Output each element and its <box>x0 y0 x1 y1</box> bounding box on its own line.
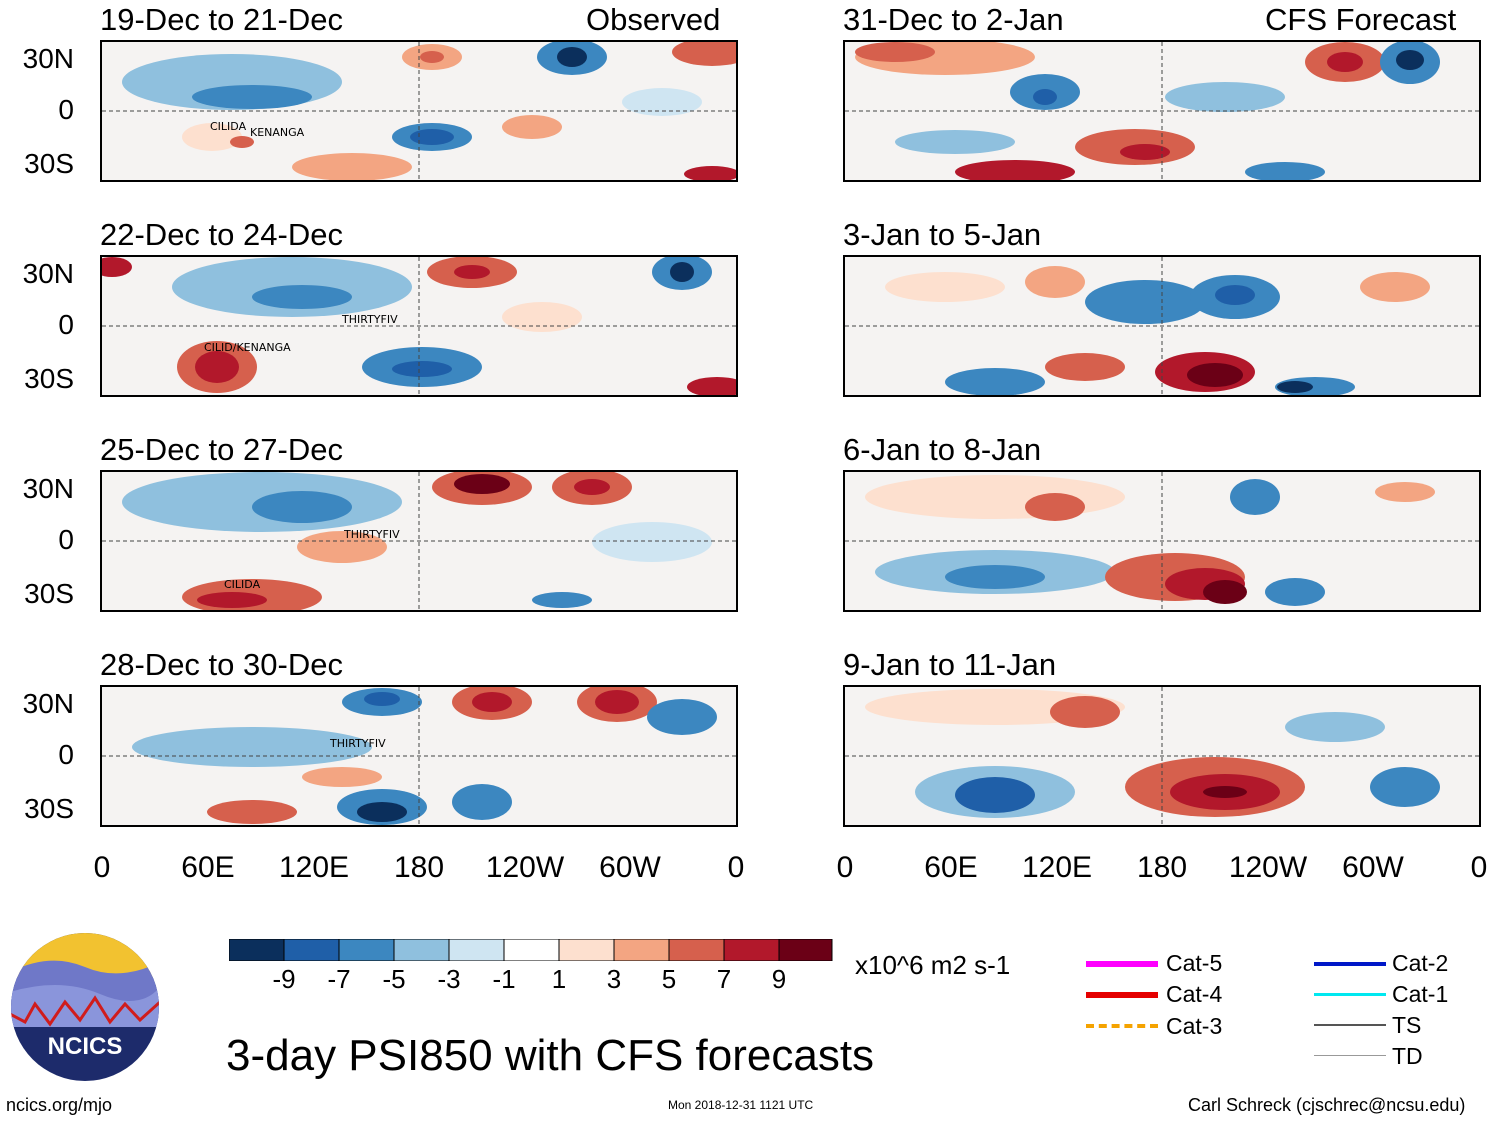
colorbar-bin <box>228 938 285 962</box>
lat-label: 0 <box>58 524 74 555</box>
colorbar-bin <box>723 938 780 962</box>
legend-label: TS <box>1392 1012 1422 1038</box>
lon-label: 60E <box>181 851 235 884</box>
legend-line-td <box>1314 1055 1386 1056</box>
storm-label-kenanga-1: KENANGA <box>250 126 305 139</box>
map-panel-3: THIRTYFIV CILIDA <box>100 470 738 612</box>
panel-title-6: 3-Jan to 5-Jan <box>843 217 1042 252</box>
colorbar-bin <box>448 938 505 962</box>
legend-line-cat2 <box>1314 962 1386 966</box>
legend-label: Cat-2 <box>1392 950 1449 976</box>
lon-label: 0 <box>727 851 745 884</box>
observed-label: Observed <box>586 2 721 37</box>
lat-label: 30S <box>24 148 74 179</box>
lat-label: 0 <box>58 309 74 340</box>
forecast-label: CFS Forecast <box>1265 2 1457 37</box>
colorbar-bin <box>668 938 725 962</box>
storm-label-thirtyfiv-3: THIRTYFIV <box>343 528 400 541</box>
map-panel-8 <box>843 685 1481 827</box>
lat-label: 30N <box>22 688 74 719</box>
legend-label: Cat-3 <box>1166 1013 1223 1039</box>
ncics-logo: NCICS <box>10 932 160 1082</box>
main-title: 3-day PSI850 with CFS forecasts <box>226 1031 875 1080</box>
storm-label-thirtyfiv-2: THIRTYFIV <box>341 313 398 326</box>
lon-label: 180 <box>1136 851 1188 884</box>
panel-title-2: 22-Dec to 24-Dec <box>100 217 343 252</box>
lat-label: 30S <box>24 363 74 394</box>
map-panel-6 <box>843 255 1481 397</box>
colorbar-label: 3 <box>606 964 622 994</box>
footer-timestamp: Mon 2018-12-31 1121 UTC <box>668 1098 814 1112</box>
lat-label: 30S <box>24 793 74 824</box>
map-panel-7 <box>843 470 1481 612</box>
colorbar-label: -5 <box>382 964 406 994</box>
colorbar-bin <box>503 938 560 962</box>
panel-title-1: 19-Dec to 21-Dec <box>100 2 343 37</box>
lat-label: 30S <box>24 578 74 609</box>
lon-label: 0 <box>836 851 854 884</box>
map-panel-4: THIRTYFIV <box>100 685 738 827</box>
lon-label: 60W <box>1342 851 1404 884</box>
lat-label: 30N <box>22 43 74 74</box>
colorbar-bin <box>558 938 615 962</box>
lon-label: 120E <box>278 851 350 884</box>
colorbar-bin <box>613 938 670 962</box>
storm-label-cilida-3: CILIDA <box>224 578 261 591</box>
logo-text: NCICS <box>48 1033 123 1060</box>
footer-credit: Carl Schreck (cjschrec@ncsu.edu) <box>1188 1095 1466 1115</box>
legend-label: Cat-4 <box>1166 981 1223 1007</box>
legend-line-cat1 <box>1314 993 1386 996</box>
lat-label: 0 <box>58 94 74 125</box>
panel-title-4: 28-Dec to 30-Dec <box>100 647 343 682</box>
lon-label: 180 <box>393 851 445 884</box>
legend-label: Cat-1 <box>1392 981 1449 1007</box>
lat-label: 0 <box>58 739 74 770</box>
legend-line-cat4 <box>1086 992 1158 998</box>
lat-label: 30N <box>22 473 74 504</box>
lon-label: 120W <box>485 851 565 884</box>
panel-title-8: 9-Jan to 11-Jan <box>843 647 1057 682</box>
lon-label: 60W <box>599 851 661 884</box>
legend-line-ts <box>1314 1024 1386 1026</box>
panel-title-7: 6-Jan to 8-Jan <box>843 432 1042 467</box>
map-panel-5 <box>843 40 1481 182</box>
storm-label-cilida-1: CILIDA <box>210 120 247 133</box>
colorbar-bin <box>338 938 395 962</box>
legend-line-cat3 <box>1086 1024 1158 1028</box>
colorbar-label: 9 <box>771 964 787 994</box>
colorbar-label: -3 <box>437 964 461 994</box>
legend-label: TD <box>1392 1043 1423 1069</box>
lon-label: 120W <box>1228 851 1308 884</box>
colorbar-label: 5 <box>661 964 677 994</box>
legend-line-cat5 <box>1086 961 1158 967</box>
colorbar-bin <box>283 938 340 962</box>
lon-label: 120E <box>1021 851 1093 884</box>
colorbar-label: 7 <box>716 964 732 994</box>
lon-label: 0 <box>1470 851 1488 884</box>
colorbar-label: -9 <box>272 964 296 994</box>
storm-label-thirtyfiv-4: THIRTYFIV <box>329 737 386 750</box>
colorbar <box>228 938 833 962</box>
footer-url[interactable]: ncics.org/mjo <box>6 1095 113 1115</box>
colorbar-bin <box>393 938 450 962</box>
colorbar-bin <box>778 938 833 962</box>
colorbar-label: 1 <box>551 964 567 994</box>
panel-title-5: 31-Dec to 2-Jan <box>843 2 1064 37</box>
lat-label: 30N <box>22 258 74 289</box>
map-panel-1: CILIDA KENANGA <box>100 40 738 182</box>
lon-label: 0 <box>93 851 111 884</box>
colorbar-label: -7 <box>327 964 351 994</box>
storm-label-cilid-kenanga-2: CILID/KENANGA <box>204 341 291 354</box>
colorbar-label: -1 <box>492 964 516 994</box>
panel-title-3: 25-Dec to 27-Dec <box>100 432 343 467</box>
legend-label: Cat-5 <box>1166 950 1223 976</box>
lon-label: 60E <box>924 851 978 884</box>
colorbar-units: x10^6 m2 s-1 <box>855 950 1011 980</box>
map-panel-2: THIRTYFIV CILID/KENANGA <box>100 255 738 397</box>
